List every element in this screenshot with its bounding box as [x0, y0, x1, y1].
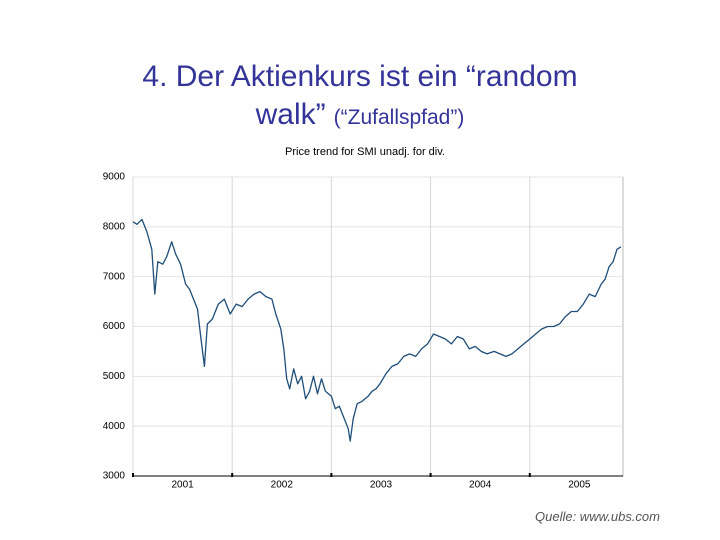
y-tick-label: 4000: [103, 421, 126, 432]
x-tick-label: 2003: [370, 480, 393, 491]
x-tick-label: 2005: [568, 480, 591, 491]
x-tick-label: 2001: [171, 480, 194, 491]
slide-title: walk” (“Zufallspfad”): [255, 98, 465, 131]
y-tick-label: 9000: [103, 172, 126, 183]
price-line: [132, 218, 622, 442]
y-tick-label: 6000: [103, 321, 126, 332]
source-note: Quelle: www.ubs.com: [535, 509, 660, 524]
y-tick-label: 8000: [103, 221, 126, 232]
slide-title-part: walk”: [255, 98, 326, 131]
slide-title-part: (“Zufallspfad”): [334, 106, 465, 129]
y-tick-label: 3000: [103, 471, 126, 482]
x-tick-label: 2002: [271, 480, 294, 491]
slide-title: 4. Der Aktienkurs ist ein “random: [142, 60, 577, 93]
y-tick-label: 7000: [103, 271, 126, 282]
x-tick-label: 2004: [469, 480, 492, 491]
y-tick-label: 5000: [103, 371, 126, 382]
chart-title: Price trend for SMI unadj. for div.: [285, 146, 445, 158]
